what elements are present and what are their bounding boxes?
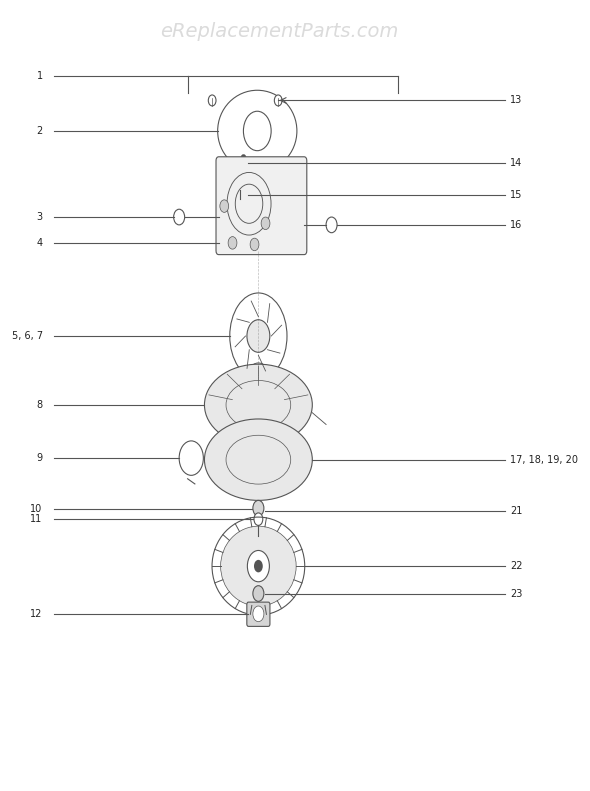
Text: 22: 22 — [510, 561, 523, 571]
Text: eReplacementParts.com: eReplacementParts.com — [160, 22, 398, 41]
Circle shape — [247, 320, 270, 352]
Text: 16: 16 — [510, 220, 523, 230]
Circle shape — [253, 606, 264, 622]
Circle shape — [238, 195, 244, 202]
Text: 10: 10 — [31, 504, 42, 514]
Circle shape — [254, 513, 263, 525]
Circle shape — [208, 95, 216, 106]
Circle shape — [244, 195, 249, 202]
Circle shape — [228, 237, 237, 249]
Circle shape — [261, 217, 270, 229]
Circle shape — [173, 210, 185, 225]
Circle shape — [253, 585, 264, 601]
Circle shape — [238, 162, 244, 170]
Text: 5, 6, 7: 5, 6, 7 — [12, 331, 42, 341]
Ellipse shape — [251, 363, 266, 373]
Text: 15: 15 — [510, 190, 523, 200]
Text: 17, 18, 19, 20: 17, 18, 19, 20 — [510, 455, 578, 464]
FancyBboxPatch shape — [216, 157, 307, 255]
Text: 2: 2 — [37, 126, 42, 136]
Text: 3: 3 — [37, 212, 42, 222]
Text: 1: 1 — [37, 71, 42, 81]
Circle shape — [250, 238, 259, 251]
Circle shape — [241, 187, 246, 195]
FancyBboxPatch shape — [247, 602, 270, 626]
Circle shape — [326, 217, 337, 233]
Circle shape — [253, 501, 264, 516]
Ellipse shape — [205, 419, 312, 501]
Circle shape — [241, 154, 246, 162]
Text: 11: 11 — [31, 514, 42, 524]
Circle shape — [244, 162, 249, 170]
Circle shape — [247, 551, 270, 581]
Circle shape — [220, 200, 229, 212]
Circle shape — [235, 179, 244, 191]
Ellipse shape — [221, 526, 296, 606]
Circle shape — [254, 560, 263, 573]
Text: 14: 14 — [510, 158, 523, 168]
Text: 21: 21 — [510, 506, 523, 517]
Text: 4: 4 — [37, 238, 42, 248]
Text: 12: 12 — [30, 609, 42, 619]
Text: 13: 13 — [510, 96, 523, 105]
Circle shape — [274, 95, 282, 106]
Ellipse shape — [205, 364, 312, 445]
Text: 23: 23 — [510, 589, 523, 599]
Text: 8: 8 — [37, 400, 42, 410]
Text: 9: 9 — [37, 453, 42, 463]
